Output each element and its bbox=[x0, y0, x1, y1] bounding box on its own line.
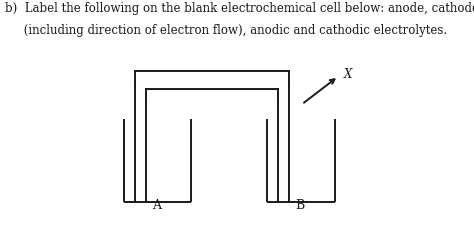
Text: (including direction of electron flow), anodic and cathodic electrolytes.: (including direction of electron flow), … bbox=[5, 24, 447, 37]
Text: B: B bbox=[295, 199, 304, 212]
Text: b)  Label the following on the blank electrochemical cell below: anode, cathode,: b) Label the following on the blank elec… bbox=[5, 2, 474, 15]
Text: X: X bbox=[344, 68, 352, 81]
Text: A: A bbox=[152, 199, 161, 212]
